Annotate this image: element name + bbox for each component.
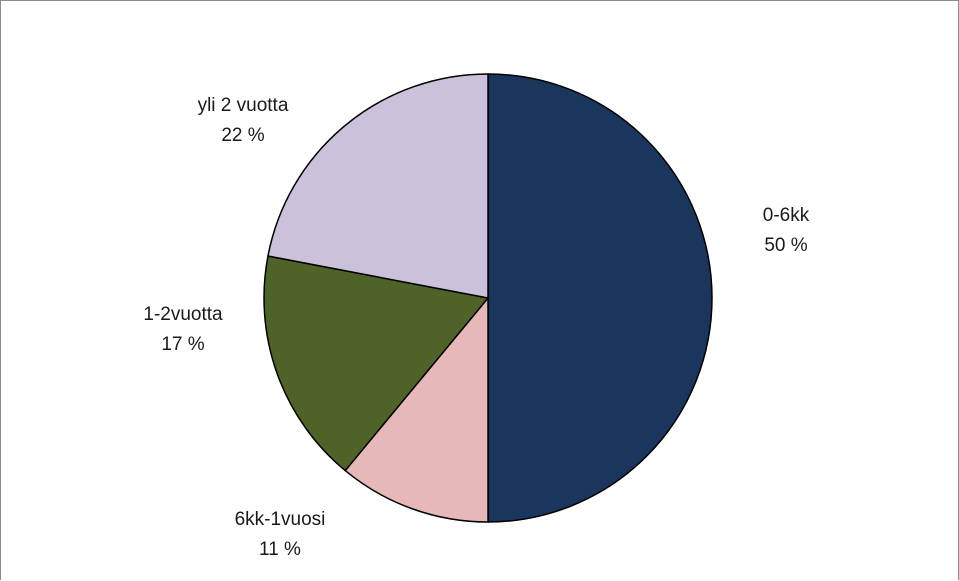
- slice-label-name: yli 2 vuotta: [198, 95, 289, 116]
- slice-label-name: 1-2vuotta: [143, 304, 223, 325]
- slice-label-name: 6kk-1vuosi: [235, 509, 326, 530]
- slice-label-value: 22 %: [221, 125, 264, 146]
- pie-slice-0-6kk: [487, 73, 713, 523]
- pie-slice-yli-2-vuotta: [267, 73, 489, 299]
- slice-label-name: 0-6kk: [763, 205, 810, 226]
- pie-slices: [263, 73, 713, 523]
- pie-slice-1-2vuotta: [263, 255, 490, 472]
- pie-labels: 0-6kk 50 % 6kk-1vuosi 11 % 1-2vuotta 17 % yli …: [143, 95, 809, 560]
- slice-label-value: 50 %: [764, 235, 807, 256]
- slice-label-value: 11 %: [259, 539, 301, 560]
- slice-label-value: 17 %: [161, 334, 204, 355]
- pie-slice-6kk-1vuosi: [344, 295, 489, 523]
